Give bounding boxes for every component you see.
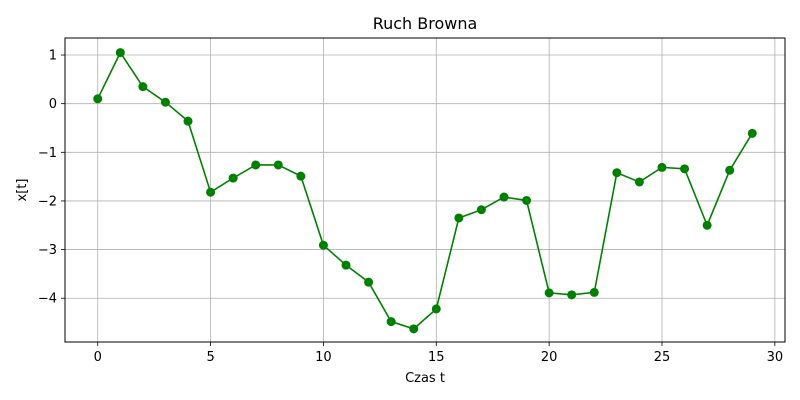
y-tick-label: −1	[38, 146, 57, 161]
y-tick-label: −2	[38, 194, 57, 209]
data-point	[612, 168, 622, 178]
data-point	[183, 116, 193, 126]
data-point	[115, 48, 125, 58]
data-point	[206, 187, 216, 197]
series-layer	[93, 48, 757, 334]
data-point	[138, 82, 148, 92]
data-point	[634, 177, 644, 187]
data-point	[657, 162, 667, 172]
data-point	[747, 128, 757, 138]
data-point	[409, 324, 419, 334]
x-tick-label: 0	[94, 350, 102, 365]
data-point	[93, 94, 103, 104]
data-point	[386, 317, 396, 327]
data-point	[499, 192, 509, 202]
data-point	[318, 240, 328, 250]
data-point	[228, 173, 238, 183]
data-point	[364, 277, 374, 287]
y-tick-label: −4	[38, 292, 57, 307]
y-tick-label: 0	[49, 97, 57, 112]
data-point	[476, 205, 486, 215]
chart-title: Ruch Browna	[373, 14, 478, 33]
x-tick-label: 25	[654, 350, 671, 365]
x-axis-label: Czas t	[405, 371, 445, 386]
plot-frame	[64, 37, 786, 343]
data-point	[680, 164, 690, 174]
x-tick-label: 5	[206, 350, 214, 365]
y-tick-label: −3	[38, 243, 57, 258]
data-point	[431, 304, 441, 314]
x-tick-label: 30	[767, 350, 784, 365]
data-point	[544, 288, 554, 298]
data-point	[160, 97, 170, 107]
x-tick-label: 10	[315, 350, 332, 365]
data-point	[589, 287, 599, 297]
y-tick-label: 1	[49, 49, 57, 64]
x-tick-label: 20	[541, 350, 558, 365]
data-point	[725, 165, 735, 175]
data-point	[522, 195, 532, 205]
data-point	[702, 220, 712, 230]
data-point	[567, 290, 577, 300]
data-point	[454, 213, 464, 223]
data-point	[251, 160, 261, 170]
data-point	[273, 160, 283, 170]
x-tick-label: 15	[428, 350, 445, 365]
data-point	[341, 260, 351, 270]
y-axis-label: x[t]	[15, 179, 30, 202]
grid-lines	[65, 38, 785, 342]
data-point	[296, 171, 306, 181]
